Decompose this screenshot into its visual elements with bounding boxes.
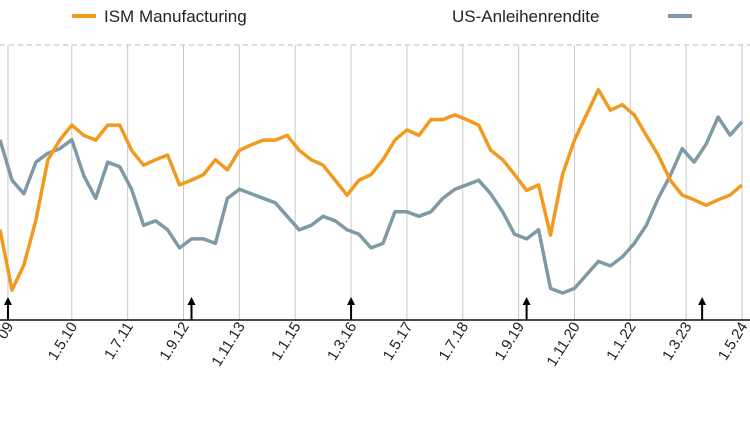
arrow-marker xyxy=(3,297,12,320)
x-tick-label: 1.5.10 xyxy=(45,319,82,363)
x-tick-label: 1.3.23 xyxy=(659,319,696,363)
arrow-head xyxy=(347,297,356,305)
x-tick-label: 1.11.13 xyxy=(208,319,248,370)
x-tick-label: 1.3.16 xyxy=(324,319,361,363)
x-tick-label: 1.9.19 xyxy=(491,319,528,363)
arrow-marker xyxy=(187,297,196,320)
x-tick-label: 1.7.18 xyxy=(436,319,473,363)
x-tick-label: 1.11.20 xyxy=(544,319,584,370)
x-tick-label: 1.7.11 xyxy=(101,319,137,362)
x-tick-label: 1.5.24 xyxy=(715,319,750,363)
series-line xyxy=(0,115,744,295)
legend-label: US-Anleihenrendite xyxy=(452,7,599,26)
arrow-head xyxy=(698,297,707,305)
arrow-head xyxy=(3,297,12,305)
x-tick-label: 1.1.15 xyxy=(268,319,305,363)
legend-label: ISM Manufacturing xyxy=(104,7,247,26)
series-line xyxy=(0,88,744,292)
x-tick-label: 09 xyxy=(0,319,17,342)
x-tick-label: 1.9.12 xyxy=(156,319,193,363)
arrow-head xyxy=(187,297,196,305)
arrow-marker xyxy=(522,297,531,320)
x-tick-label: 1.5.17 xyxy=(380,319,417,363)
arrow-head xyxy=(522,297,531,305)
arrow-marker xyxy=(347,297,356,320)
x-tick-label: 1.1.22 xyxy=(603,319,640,363)
arrow-marker xyxy=(698,297,707,320)
